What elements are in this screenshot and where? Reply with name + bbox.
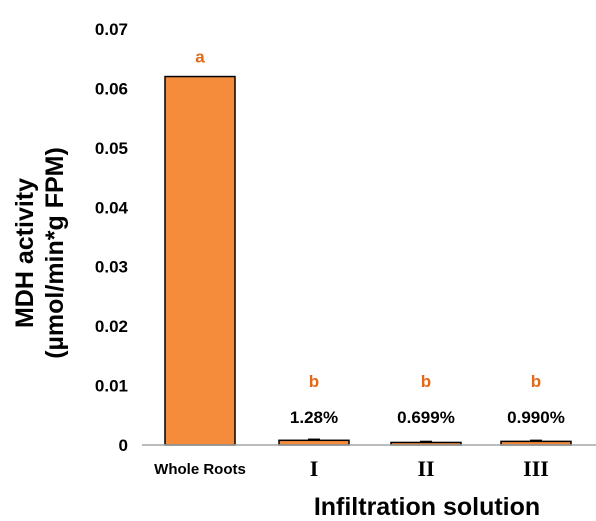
y-tick-label: 0.07 [95, 20, 128, 39]
y-tick-label: 0.02 [95, 317, 128, 336]
significance-letter: a [195, 48, 205, 67]
percent-label: 0.699% [397, 408, 455, 427]
x-tick-label: Whole Roots [154, 461, 246, 478]
significance-letter: b [531, 372, 541, 391]
y-tick-label: 0.03 [95, 258, 128, 277]
y-axis-title-line2: (µmol/min*g FPM) [41, 147, 69, 359]
y-tick-label: 0 [119, 436, 128, 455]
percent-label: 0.990% [507, 408, 565, 427]
bars: a 1.28% b 0.699% b 0.990% b [164, 48, 572, 446]
percent-label: 1.28% [290, 408, 338, 427]
y-tick-label: 0.06 [95, 79, 128, 98]
y-axis-title: MDH activity (µmol/min*g FPM) [11, 147, 69, 359]
x-tick-label: I [310, 456, 319, 481]
y-axis-title-line1: MDH activity [11, 178, 39, 328]
bar [164, 75, 236, 446]
y-tick-label: 0.04 [95, 198, 129, 217]
x-axis-title: Infiltration solution [314, 493, 540, 521]
x-tick-label: III [523, 456, 549, 481]
y-tick-label: 0.05 [95, 139, 128, 158]
significance-letter: b [421, 372, 431, 391]
x-tick-label: II [417, 456, 434, 481]
y-tick-label: 0.01 [95, 377, 128, 396]
significance-letter: b [309, 372, 319, 391]
y-tick-labels: 0 0.01 0.02 0.03 0.04 0.05 0.06 0.07 [95, 20, 129, 455]
x-tick-labels: Whole Roots I II III [154, 456, 549, 481]
